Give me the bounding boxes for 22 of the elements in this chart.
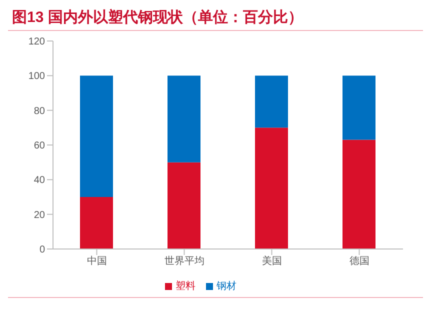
y-tick-label: 20: [34, 210, 46, 221]
y-tick-label: 80: [34, 106, 46, 117]
bar: [255, 76, 288, 128]
bar: [168, 76, 200, 162]
x-tick-label: 美国: [262, 255, 282, 268]
y-tick-label: 100: [28, 71, 46, 82]
bar: [80, 197, 113, 249]
bar: [168, 162, 200, 249]
y-tick-label: 0: [39, 244, 46, 256]
bar: [342, 140, 376, 249]
y-tick-label: 40: [34, 175, 46, 186]
legend-label: 塑料: [176, 281, 196, 292]
legend-label: 钢材: [216, 281, 236, 292]
y-tick-label: 120: [28, 36, 46, 48]
chart-title: 图13 国内外以塑代钢现状（单位：百分比）: [8, 8, 423, 31]
y-tick-label: 60: [34, 140, 46, 152]
bar: [255, 128, 288, 249]
x-tick-label: 德国: [349, 256, 370, 268]
x-tick-label: 中国: [86, 255, 107, 268]
x-tick-label: 世界平均: [164, 255, 204, 268]
bar: [342, 76, 376, 140]
bar: [80, 76, 113, 197]
